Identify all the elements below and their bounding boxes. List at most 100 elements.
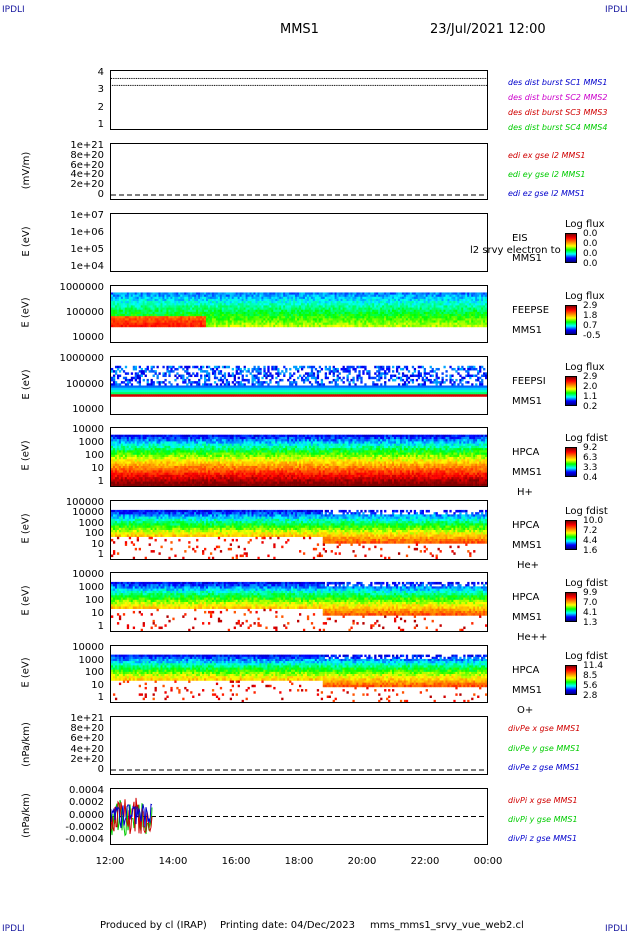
spectrogram-cell	[443, 320, 446, 323]
burst-mark	[213, 84, 215, 86]
spectrogram-cell	[249, 296, 252, 300]
spectrogram-cell	[435, 367, 438, 371]
spectrogram-cell	[202, 387, 205, 391]
spectrogram-cell	[138, 318, 141, 321]
spectrogram-cell	[255, 389, 258, 393]
spectrogram-cell	[225, 292, 229, 295]
spectrogram-cell	[314, 305, 318, 308]
spectrogram-cell	[259, 296, 262, 300]
spectrogram-cell	[241, 296, 244, 300]
spectrogram-cell	[138, 311, 141, 315]
spectrogram-cell	[283, 320, 286, 323]
spectrogram-cell	[265, 385, 268, 388]
spectrogram-cell	[219, 372, 223, 375]
spectrogram-cell	[453, 318, 456, 321]
spectrogram-cell	[326, 311, 329, 315]
spectrogram-cell	[453, 298, 456, 302]
spectrogram-cell	[259, 322, 262, 326]
spectrogram-cell	[180, 307, 183, 310]
spectrogram-cell	[221, 294, 225, 298]
spectrogram-cell	[219, 370, 223, 373]
spectrogram-cell	[259, 387, 262, 391]
spectrogram-cell	[207, 314, 211, 317]
spectrogram-cell	[352, 392, 355, 395]
burst-mark	[357, 84, 359, 86]
spectrogram-cell	[302, 307, 306, 310]
burst-mark	[410, 77, 412, 79]
spectrogram-cell	[176, 314, 179, 317]
spectrogram-cell	[245, 309, 248, 313]
spectrogram-cell	[194, 305, 197, 308]
spectrogram-cell	[180, 309, 183, 313]
spectrogram-cell	[144, 322, 147, 326]
burst-mark	[432, 84, 434, 86]
spectrogram-cell	[146, 311, 149, 315]
spectrogram-cell	[126, 292, 130, 295]
spectrogram-cell	[427, 292, 430, 295]
spectrogram-cell	[237, 394, 240, 397]
spectrogram-cell	[138, 387, 141, 391]
spectrogram-cell	[354, 292, 357, 295]
spectrogram-cell	[399, 294, 403, 298]
spectrogram-cell	[302, 374, 306, 378]
spectrogram-cell	[111, 301, 114, 304]
spectrogram-cell	[370, 385, 373, 388]
spectrogram-cell	[112, 374, 116, 378]
spectrogram-cell	[364, 298, 367, 302]
spectrogram-cell	[451, 311, 454, 315]
spectrogram-cell	[287, 303, 290, 306]
spectrogram-cell	[170, 370, 173, 373]
spectrogram-cell	[403, 307, 407, 310]
burst-mark	[378, 84, 380, 86]
spectrogram-cell	[392, 314, 395, 317]
spectrogram-cell	[158, 320, 161, 323]
spectrogram-cell	[386, 372, 389, 375]
spectrogram-cell	[350, 298, 353, 302]
spectrogram-cell	[380, 307, 383, 310]
spectrogram-cell	[204, 383, 207, 386]
burst-mark	[207, 77, 209, 79]
spectrogram-cell	[299, 387, 302, 391]
spectrogram-cell	[393, 318, 397, 321]
spectrogram-cell	[261, 292, 264, 295]
spectrogram-cell	[269, 316, 272, 319]
spectrogram-cell	[142, 307, 145, 310]
spectrogram-cell	[354, 367, 357, 371]
spectrogram-cell	[146, 367, 149, 371]
burst-mark	[209, 77, 211, 79]
spectrogram-cell	[435, 314, 438, 317]
spectrogram-cell	[306, 374, 310, 378]
corner-label-top-left: IPDLI	[2, 5, 25, 15]
spectrogram-cell	[388, 385, 391, 388]
spectrogram-cell	[380, 320, 383, 323]
spectrogram-cell	[362, 301, 365, 304]
spectrogram-cell	[409, 385, 413, 388]
spectrogram-cell	[297, 305, 300, 308]
spectrogram-cell	[209, 318, 213, 321]
spectrogram-cell	[457, 296, 460, 300]
spectrogram-cell	[245, 301, 248, 304]
spectrogram-cell	[162, 307, 165, 310]
spectrogram-cell	[190, 314, 193, 317]
spectrogram-cell	[451, 320, 454, 323]
spectrogram-cell	[447, 324, 450, 328]
spectrogram-cell	[239, 294, 242, 298]
spectrogram-cell	[336, 316, 339, 319]
spectrogram-cell	[390, 305, 393, 308]
spectrogram-cell	[297, 324, 300, 328]
spectrogram-cell	[170, 296, 173, 300]
spectrogram-cell	[334, 298, 337, 302]
spectrogram-cell	[295, 311, 298, 315]
spectrogram-cell	[407, 381, 411, 384]
burst-mark	[127, 77, 129, 79]
spectrogram-cell	[259, 381, 262, 384]
spectrogram-cell	[229, 307, 233, 310]
spectrogram-cell	[328, 370, 331, 373]
spectrogram-cell	[411, 365, 415, 369]
spectrogram-cell	[302, 316, 306, 319]
spectrogram-cell	[215, 307, 219, 310]
spectrogram-cell	[259, 298, 262, 302]
spectrogram-cell	[231, 324, 234, 328]
spectrogram-cell	[366, 387, 369, 391]
spectrogram-cell	[247, 294, 250, 298]
